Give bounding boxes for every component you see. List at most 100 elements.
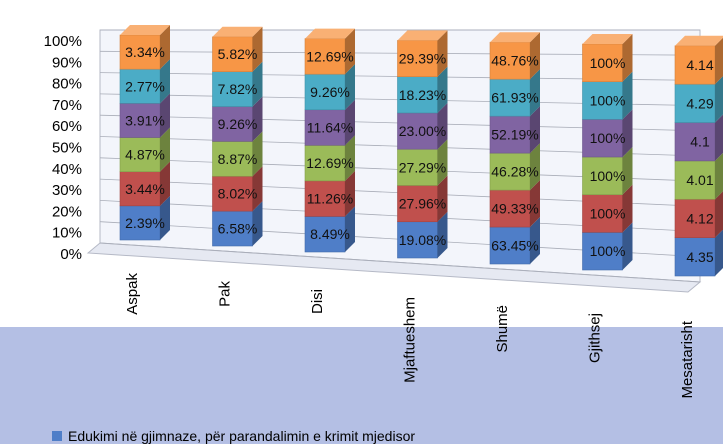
y-tick-label: 100%	[44, 33, 82, 50]
data-label: 3.44%	[125, 181, 165, 197]
bar-segment-front	[397, 40, 438, 77]
data-label: 8.87%	[218, 151, 258, 167]
bar-segment-front	[304, 180, 346, 217]
bar-segment-front	[304, 73, 346, 111]
bar-segment-front	[397, 148, 438, 186]
bar-segment-front	[397, 221, 438, 259]
data-label: 11.64%	[307, 120, 353, 136]
data-label: 29.39%	[399, 51, 446, 67]
bar-segment-side	[715, 37, 723, 85]
bar-segment-top	[397, 30, 448, 41]
data-label: 3.34%	[125, 44, 165, 60]
bar-segment-front	[119, 137, 161, 172]
legend-label: Edukimi në gjimnaze, për parandalimin e …	[68, 428, 416, 444]
data-label: 12.69%	[306, 155, 353, 171]
bar-segment-side	[345, 135, 355, 181]
data-label: 27.96%	[399, 196, 446, 212]
bar-segment-front	[674, 237, 716, 277]
data-label: 4.87%	[125, 147, 165, 163]
bar-segment-side	[252, 61, 263, 107]
bar-segment-side	[622, 109, 633, 157]
bar-segment-side	[345, 206, 355, 252]
bar-segment-side	[160, 127, 170, 172]
bars	[119, 25, 723, 277]
data-label: 27.29%	[399, 159, 446, 175]
x-axis: Aspak Pak Disi Mjaftueshem Shumë Gjithsej Mesa…	[124, 273, 696, 399]
bar-segment-front	[489, 78, 531, 117]
bar-segment-front	[212, 210, 253, 247]
bar-segment-front	[582, 232, 623, 271]
bar-segment-front	[119, 103, 161, 138]
bar-segment-side	[530, 69, 540, 117]
data-label: 52.19%	[491, 127, 538, 143]
y-tick-label: 70%	[52, 97, 82, 114]
data-label: 9.26%	[218, 116, 258, 132]
bar-segment-side	[622, 222, 633, 270]
bar-segment-side	[437, 175, 448, 222]
y-tick-label: 30%	[52, 182, 82, 199]
bar-segment-side	[345, 28, 355, 75]
data-label: 4.12	[686, 210, 713, 226]
bar-segment-side	[622, 184, 633, 233]
data-label: 18.23%	[399, 87, 446, 103]
bar-segment-side	[622, 34, 633, 82]
x-category-label: Pak	[217, 281, 234, 307]
y-tick-label: 50%	[52, 140, 82, 157]
data-label: 100%	[590, 130, 626, 146]
data-label: 4.01	[686, 172, 713, 188]
bar-segment-front	[674, 122, 716, 162]
bar-segment-side	[252, 201, 263, 246]
x-category-label: Disi	[309, 289, 326, 314]
y-tick-label: 40%	[52, 161, 82, 178]
gridline	[99, 242, 701, 283]
bar-segment-side	[622, 71, 633, 120]
data-label: 46.28%	[491, 164, 538, 180]
bar-segment-side	[160, 195, 170, 240]
bar-segment-front	[212, 36, 253, 72]
data-label: 5.82%	[218, 46, 258, 62]
bar-segment-front	[489, 152, 531, 191]
bar-segment-front	[119, 34, 161, 70]
bar-segment-side	[252, 131, 263, 177]
data-label: 4.14	[686, 57, 713, 73]
bar-segment-side	[437, 30, 448, 77]
bar-segment-side	[715, 152, 723, 200]
bar-segment-front	[397, 112, 438, 150]
bar-segment-side	[160, 25, 170, 70]
bar-segment-top	[305, 28, 355, 39]
data-label: 9.26%	[310, 84, 350, 100]
data-label: 63.45%	[491, 238, 538, 254]
bar-segment-top	[120, 25, 170, 35]
bar-segment-side	[530, 180, 540, 228]
data-label: 100%	[590, 55, 626, 71]
x-category-label: Aspak	[124, 273, 141, 315]
data-label: 23.00%	[399, 123, 446, 139]
bar-segment-front	[212, 71, 253, 107]
bar-segment-side	[530, 143, 540, 191]
bar-segment-side	[252, 166, 263, 212]
bar-segment-side	[252, 26, 263, 72]
legend: Edukimi në gjimnaze, për parandalimin e …	[52, 428, 415, 444]
bar-segment-front	[489, 226, 531, 265]
bar-segment-side	[437, 211, 448, 258]
bar-segment-front	[582, 156, 623, 195]
y-axis: 0% 10% 20% 30% 40% 50% 60% 70% 80% 90% 100%	[44, 33, 82, 263]
bar-segment-front	[212, 141, 253, 177]
data-label: 4.1	[690, 134, 710, 150]
data-labels: 2.39% 3.44% 4.87% 3.91% 2.77% 3.34% 6.58% 8.02%…	[125, 44, 714, 265]
bar-segment-side	[437, 139, 448, 186]
y-tick-label: 60%	[52, 118, 82, 135]
data-label: 2.77%	[125, 78, 165, 94]
bar-segment-side	[252, 96, 263, 142]
bar-segment-side	[437, 66, 448, 113]
bar-segment-front	[304, 216, 346, 253]
data-label: 2.39%	[125, 215, 165, 231]
x-category-label: Mjaftueshem	[402, 297, 419, 383]
bar-segment-side	[715, 76, 723, 123]
data-label: 6.58%	[218, 221, 258, 237]
x-category-label: Gjithsej	[587, 313, 604, 363]
data-label: 100%	[590, 206, 626, 222]
bar-segment-front	[489, 115, 531, 154]
bar-segment-side	[530, 217, 540, 264]
